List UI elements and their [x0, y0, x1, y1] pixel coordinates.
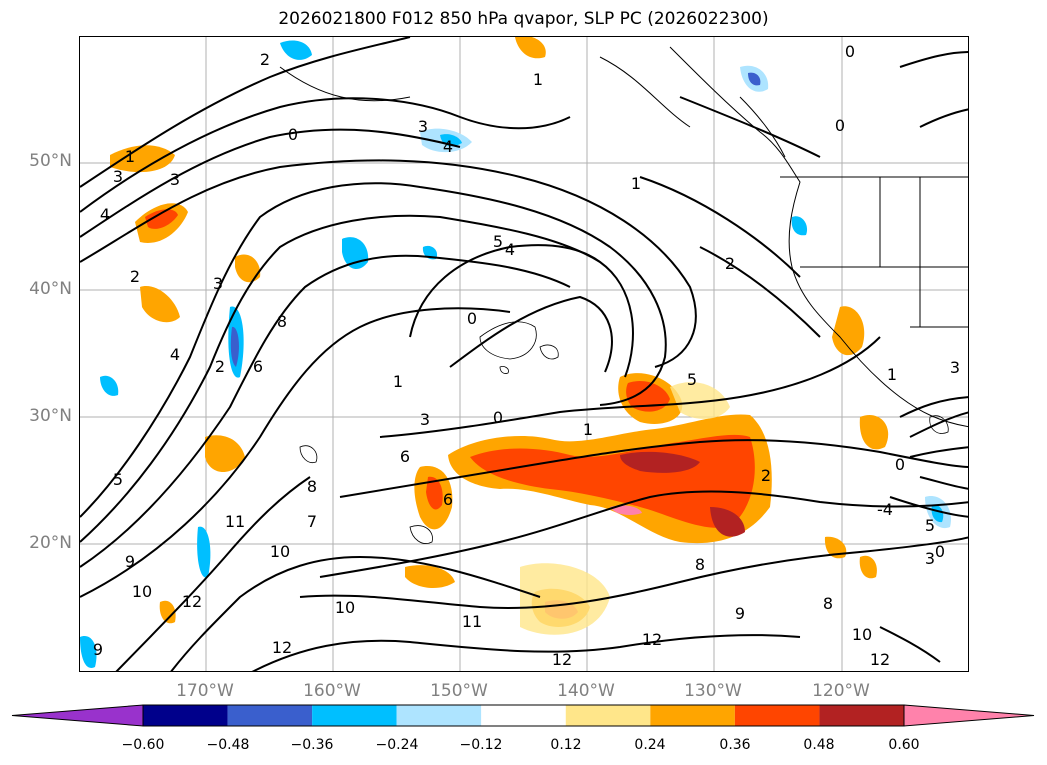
contour-label: 1 — [631, 174, 641, 193]
contour-label: 6 — [253, 357, 263, 376]
contour-label: 1 — [583, 420, 593, 439]
contour-label: 12 — [182, 592, 202, 611]
contour-label: 0 — [835, 116, 845, 135]
contour-label: 9 — [735, 604, 745, 623]
contour-label: 3 — [950, 358, 960, 377]
contour-label: 3 — [925, 549, 935, 568]
contour-label: 0 — [845, 42, 855, 61]
contour-label: 0 — [895, 455, 905, 474]
lon-label-120w: 120°W — [812, 681, 870, 701]
coastline — [279, 46, 968, 428]
lat-label-40n: 40°N — [29, 279, 72, 299]
colorbar-cell — [396, 705, 482, 726]
colorbar-frame — [142, 704, 905, 727]
colorbar-tick: 0.36 — [719, 737, 751, 753]
contour-label: 6 — [443, 490, 453, 509]
contour-label: 11 — [462, 612, 482, 631]
lon-label-160w: 160°W — [303, 681, 361, 701]
lat-label-50n: 50°N — [29, 151, 72, 171]
contour-label: 5 — [687, 370, 697, 389]
colorbar-tick: −0.24 — [375, 737, 419, 753]
thin-contours — [299, 321, 949, 544]
contour-label: 12 — [642, 630, 662, 649]
contour-label: 2 — [260, 50, 270, 69]
colorbar-cell — [565, 705, 651, 726]
colorbar-cell — [650, 705, 735, 726]
colorbar-tick: 0.24 — [634, 737, 666, 753]
contour-label: 4 — [443, 137, 453, 156]
colorbar-cell — [227, 705, 313, 726]
colorbar-cell — [734, 705, 820, 726]
contour-label: 5 — [493, 232, 503, 251]
slp-contours — [80, 37, 968, 671]
contour-label: 8 — [307, 477, 317, 496]
colorbar-tick: −0.12 — [459, 737, 503, 753]
colorbar — [11, 704, 1035, 727]
colorbar-tick: −0.60 — [121, 737, 165, 753]
lon-label-150w: 150°W — [430, 681, 488, 701]
contour-label: 4 — [505, 240, 515, 259]
contour-label: 10 — [335, 598, 355, 617]
contour-label: 0 — [467, 309, 477, 328]
lon-label-170w: 170°W — [176, 681, 234, 701]
colorbar-cell — [143, 705, 228, 726]
contour-label: 2 — [215, 357, 225, 376]
contour-label: 1 — [125, 147, 135, 166]
colorbar-tick: 0.12 — [550, 737, 582, 753]
contour-label: 0 — [288, 125, 298, 144]
contour-labels: 2 0 1 3 3 3 4 4 2 3 4 5 4 1 0 1 2 1 0 0 … — [93, 42, 960, 669]
contour-label: 7 — [307, 512, 317, 531]
colorbar-tick: 0.48 — [803, 737, 835, 753]
contour-label: 3 — [213, 274, 223, 293]
contour-label: 12 — [552, 650, 572, 669]
contour-label: 4 — [170, 345, 180, 364]
lon-label-130w: 130°W — [684, 681, 742, 701]
colorbar-extend-max — [903, 704, 1035, 727]
contour-label: 8 — [695, 555, 705, 574]
colorbar-cell — [819, 705, 904, 726]
contour-label: 9 — [93, 640, 103, 659]
map-canvas: 2 0 1 3 3 3 4 4 2 3 4 5 4 1 0 1 2 1 0 0 … — [80, 37, 968, 671]
contour-label: 8 — [277, 312, 287, 331]
contour-label: 3 — [170, 170, 180, 189]
contour-label: -4 — [877, 500, 893, 519]
contour-label: 0 — [935, 542, 945, 561]
contour-label: 1 — [887, 365, 897, 384]
contour-label: 10 — [270, 542, 290, 561]
colorbar-cell — [481, 705, 566, 726]
lat-label-30n: 30°N — [29, 406, 72, 426]
contour-label: 1 — [393, 372, 403, 391]
map-panel: 2 0 1 3 3 3 4 4 2 3 4 5 4 1 0 1 2 1 0 0 … — [79, 36, 969, 672]
contour-label: 2 — [130, 267, 140, 286]
contour-label: 10 — [852, 625, 872, 644]
contour-label: 1 — [533, 70, 543, 89]
contour-label: 6 — [400, 447, 410, 466]
colorbar-cells — [11, 704, 1035, 727]
lon-label-140w: 140°W — [557, 681, 615, 701]
contour-label: 0 — [493, 408, 503, 427]
contour-label: 2 — [725, 254, 735, 273]
contour-label: 5 — [925, 516, 935, 535]
contour-label: 12 — [272, 638, 292, 657]
contour-label: 9 — [125, 552, 135, 571]
contour-label: 2 — [761, 466, 771, 485]
contour-label: 11 — [225, 512, 245, 531]
colorbar-tick: −0.36 — [290, 737, 334, 753]
colorbar-extend-min — [11, 704, 144, 727]
contour-label: 8 — [823, 594, 833, 613]
map-title: 2026021800 F012 850 hPa qvapor, SLP PC (… — [278, 9, 769, 29]
contour-label: 5 — [113, 470, 123, 489]
colorbar-cell — [312, 705, 397, 726]
colorbar-tick: 0.60 — [888, 737, 920, 753]
contour-label: 3 — [418, 117, 428, 136]
contour-label: 12 — [870, 650, 890, 669]
contour-label: 4 — [100, 205, 110, 224]
contour-label: 10 — [132, 582, 152, 601]
contour-label: 3 — [113, 167, 123, 186]
contour-label: 3 — [420, 410, 430, 429]
colorbar-tick: −0.48 — [206, 737, 250, 753]
lat-label-20n: 20°N — [29, 533, 72, 553]
